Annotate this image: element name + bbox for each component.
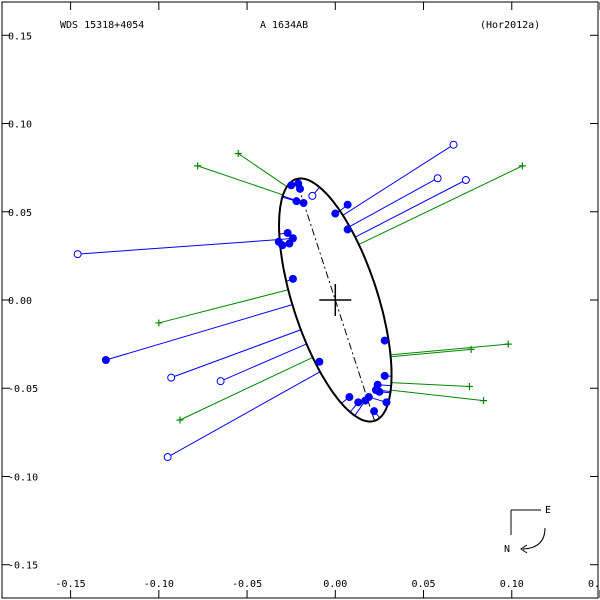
observation-plus-point (480, 397, 488, 405)
observation-plus-point (504, 340, 512, 348)
observation-plus-point (176, 416, 184, 424)
residual-line (167, 371, 321, 458)
x-tick-label: 0.00 (323, 579, 347, 590)
observation-filled-point (315, 357, 324, 366)
y-tick-label: -0.05 (8, 384, 38, 395)
observation-plus-point (155, 319, 163, 327)
observation-filled-point (296, 184, 304, 193)
observation-filled-point (331, 209, 340, 218)
residual-line (171, 329, 302, 379)
observation-filled-point (364, 393, 373, 402)
orbit-ellipse-group (277, 177, 393, 423)
observation-filled-point (370, 407, 379, 416)
observation-filled-point (375, 387, 384, 396)
observation-plus-point (194, 162, 202, 170)
line-of-apsides (295, 179, 376, 421)
observation-filled-point (354, 398, 363, 407)
observation-filled-point (283, 228, 292, 237)
residual-line (197, 165, 284, 196)
observation-filled-point (278, 241, 287, 250)
compass-rose: E N (504, 505, 551, 555)
observation-filled-point (380, 336, 389, 345)
observation-open-point (73, 250, 82, 259)
compass-north-label: N (504, 544, 510, 555)
y-tick-label: -0.15 (8, 561, 38, 572)
residual-line (390, 389, 484, 402)
observation-open-point (449, 140, 458, 149)
observation-open-point (216, 377, 225, 386)
observation-open-point (163, 453, 172, 462)
residual-line (105, 304, 293, 361)
orbit-ellipse (277, 177, 393, 423)
residual-line (158, 289, 289, 324)
residual-line (354, 179, 467, 238)
residual-line (390, 343, 509, 356)
observation-filled-point (101, 356, 110, 364)
observation-filled-point (287, 181, 296, 190)
observation-open-point (167, 373, 176, 382)
x-tick-label: -0.05 (232, 579, 262, 590)
x-tick-label: 0.15 (588, 579, 600, 590)
x-tick-label: -0.10 (144, 579, 174, 590)
observation-filled-point (382, 398, 391, 407)
header-wds-id: WDS 15318+4054 (60, 20, 144, 31)
observation-filled-point (299, 198, 308, 207)
x-tick-label: 0.05 (411, 579, 435, 590)
residual-line (390, 348, 472, 358)
observation-filled-point (292, 197, 301, 206)
observation-open-point (308, 191, 317, 200)
residual-line (342, 144, 454, 216)
residual-line (220, 343, 307, 382)
residual-line (237, 153, 288, 188)
x-tick-label: 0.10 (500, 579, 524, 590)
observation-plus-point (234, 150, 242, 158)
residual-line (358, 165, 523, 245)
observation-open-point (433, 174, 442, 183)
observation-points (73, 140, 526, 462)
y-tick-label: 0.10 (8, 120, 32, 131)
header-reference: (Hor2012a) (480, 20, 540, 31)
observation-plus-point (518, 162, 526, 170)
observation-open-point (461, 176, 470, 184)
observation-filled-point (345, 393, 354, 402)
observation-filled-point (343, 200, 352, 209)
residual-line (391, 382, 470, 387)
y-tick-label: -0.10 (8, 472, 38, 483)
residual-line (179, 356, 313, 421)
compass-arrowhead-icon (520, 544, 528, 554)
observation-filled-point (343, 225, 352, 234)
residual-line (349, 177, 438, 227)
y-tick-label: 0.00 (8, 296, 32, 307)
compass-east-label: E (545, 505, 551, 516)
header-pair: A 1634AB (260, 20, 308, 31)
x-tick-label: -0.15 (56, 579, 86, 590)
residual-line (77, 239, 280, 255)
observation-plus-point (467, 345, 475, 353)
y-tick-label: 0.15 (8, 31, 32, 42)
observation-plus-point (465, 382, 473, 390)
compass-arrow-icon (522, 527, 546, 550)
y-tick-label: 0.05 (8, 208, 32, 219)
observation-filled-point (288, 234, 297, 243)
observation-filled-point (288, 274, 297, 283)
observation-filled-point (380, 371, 389, 380)
